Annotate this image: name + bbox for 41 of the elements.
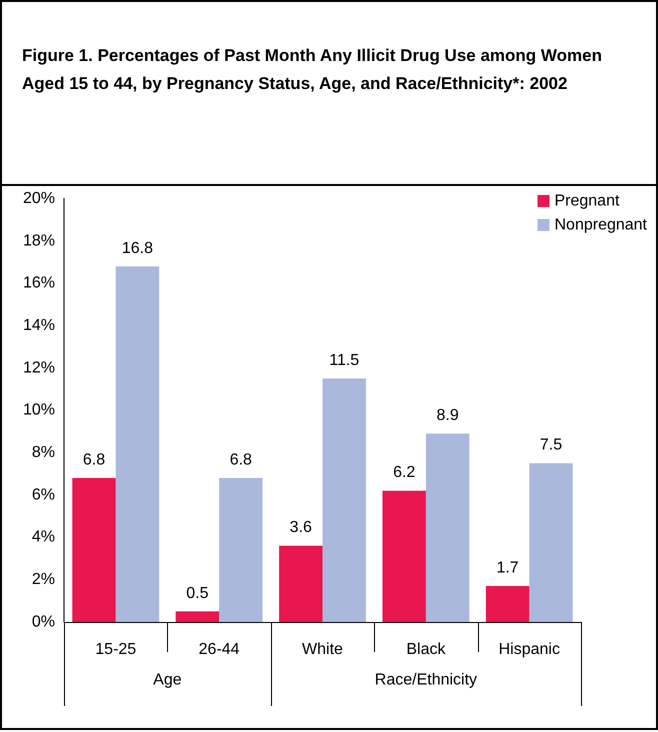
data-label: 6.8 [82, 451, 106, 468]
data-label: 8.9 [436, 406, 459, 424]
y-tick-label: 18% [22, 232, 56, 250]
data-label: 6.2 [393, 464, 416, 482]
x-tick-label: Black [406, 641, 446, 658]
bar [426, 434, 470, 622]
data-label: 6.8 [230, 451, 252, 468]
data-label: 1.7 [496, 559, 519, 576]
x-tick-label: 15-25 [95, 641, 136, 658]
y-tick-label: 20% [22, 190, 56, 208]
y-tick-label: 6% [32, 486, 56, 504]
legend-label: Nonpregnant [554, 216, 648, 234]
bar [219, 478, 263, 622]
y-tick-label: 0% [32, 613, 56, 630]
y-tick-label: 4% [32, 528, 56, 546]
x-tick-label: 26-44 [198, 641, 240, 658]
x-tick-label: Hispanic [498, 641, 560, 658]
bar [279, 546, 323, 622]
y-tick-label: 8% [32, 444, 56, 462]
legend-label: Pregnant [554, 192, 620, 210]
y-tick-label: 12% [22, 359, 56, 376]
bar [486, 586, 530, 622]
data-label: 3.6 [290, 519, 312, 536]
chart-title: Figure 1. Percentages of Past Month Any Illicit Drug Use among Women Aged 15 to 44, by Pregnancy Status, Age, and Race/Ethnicity*: 2002 [2, 2, 656, 186]
y-tick-label: 10% [22, 402, 56, 419]
data-label: 16.8 [122, 240, 154, 257]
y-tick-label: 2% [32, 571, 56, 588]
y-tick-label: 16% [22, 274, 56, 292]
bar [72, 478, 116, 622]
bar [322, 378, 366, 622]
data-label: 0.5 [186, 584, 209, 602]
bar [382, 490, 426, 622]
x-tick-label: White [302, 641, 344, 658]
bar [116, 266, 160, 622]
data-label: 7.5 [540, 436, 562, 454]
text: Race/Ethnicity [374, 671, 478, 688]
bar [176, 611, 220, 622]
y-tick-label: 14% [22, 317, 56, 334]
data-label: 11.5 [329, 352, 360, 369]
text: Age [153, 671, 182, 688]
bar [529, 463, 573, 622]
